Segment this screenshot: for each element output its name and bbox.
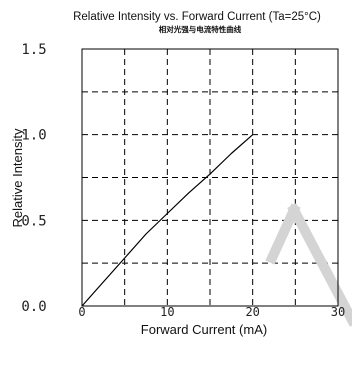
series-line xyxy=(81,134,254,307)
x-axis-label: Forward Current (mA) xyxy=(141,322,267,337)
watermark xyxy=(265,203,352,327)
plot-frame xyxy=(81,48,339,307)
chart-title: Relative Intensity vs. Forward Current (… xyxy=(73,11,321,23)
x-tick-label: 10 xyxy=(160,305,174,319)
x-tick-label: 20 xyxy=(245,305,259,319)
chart-subtitle: 相对光强与电流特性曲线 xyxy=(159,24,242,34)
x-tick-label: 30 xyxy=(331,305,345,319)
watermark-stroke xyxy=(287,203,352,327)
y-tick-label: 1.0 xyxy=(21,128,46,144)
series xyxy=(81,134,254,307)
watermark-stroke xyxy=(265,203,301,265)
y-tick-label: 0.0 xyxy=(21,299,46,315)
grid xyxy=(82,49,338,306)
y-axis-label: Relative Intensity xyxy=(10,128,25,227)
y-tick-label: 0.5 xyxy=(21,213,46,229)
x-tick-label: 0 xyxy=(78,305,85,319)
y-tick-label: 1.5 xyxy=(21,42,46,58)
tick-labels: 0.0 0.5 1.0 1.5 0 10 20 30 xyxy=(21,42,345,319)
